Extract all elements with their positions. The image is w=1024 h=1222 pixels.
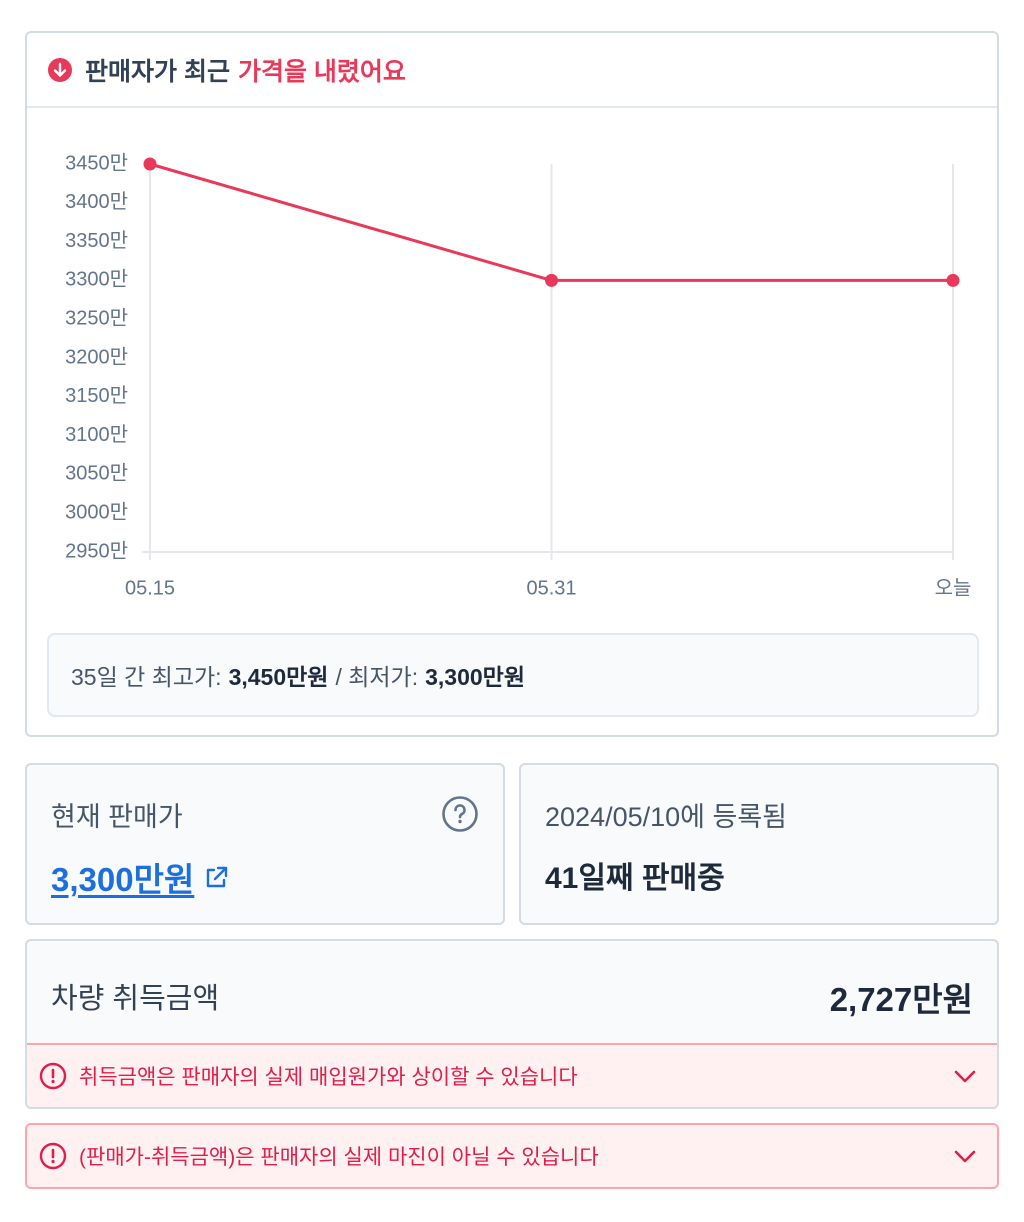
y-tick-label: 3450만	[65, 151, 128, 174]
x-tick-label: 05.15	[125, 577, 175, 599]
y-tick-label: 3200만	[65, 345, 128, 368]
title: 판매자가 최근	[85, 57, 230, 86]
price-history-card: 2950만 3000만 3050만 3100만 3150만 3200만 3250만 3300만…	[25, 31, 999, 737]
alert-icon	[39, 1062, 67, 1090]
down-icon	[48, 57, 72, 82]
price-point	[545, 273, 558, 287]
warning[interactable]: 취득금액은 판매자의 실제 매입원가와 상이할 수 있습니다	[27, 1043, 997, 1107]
days-on-sale: 41일째 판매중	[545, 862, 725, 895]
summary-label: 35일 간 최고가:	[71, 664, 222, 690]
price-row: 3,300만원	[51, 853, 229, 901]
chart: 2950만 3000만 3050만 3100만 3150만 3200만 3250만 3300만…	[65, 151, 972, 599]
y-tick-label: 3100만	[65, 423, 128, 446]
chevron	[954, 1150, 976, 1163]
amount: 2,727만원	[829, 981, 973, 1018]
price-point	[143, 157, 157, 171]
y-tick-label: 3400만	[65, 190, 128, 213]
y-tick-label: 3150만	[65, 384, 128, 407]
y-tick-label: 2950만	[65, 539, 128, 562]
label: 현재 판매가	[51, 802, 183, 832]
y-tick-label: 3350만	[65, 229, 128, 252]
price-point	[946, 273, 960, 287]
registered-date: 2024/05/10에 등록됨	[545, 802, 787, 832]
y-tick-label: 3050만	[65, 462, 128, 485]
acquisition-card: 차량 취득금액 2,727만원 취득금액은 판매자의 실제 매입원가와 상이할 …	[25, 939, 999, 1109]
label: 차량 취득금액	[51, 983, 220, 1015]
y-tick-label: 3000만	[65, 500, 128, 523]
max-price: 3,450만원	[228, 664, 329, 690]
price-link[interactable]: 3,300만원	[51, 861, 195, 898]
title-highlight: 가격을 내렸어요	[237, 57, 406, 86]
min-price: 3,300만원	[425, 664, 525, 690]
help-icon[interactable]	[441, 795, 479, 833]
listing-card: 2024/05/10에 등록됨 41일째 판매중	[519, 763, 999, 925]
external-link-icon[interactable]	[203, 865, 229, 891]
x-tick-label: 05.31	[526, 577, 576, 599]
warning-text: (판매가-취득금액)은 판매자의 실제 마진이 아닐 수 있습니다	[79, 1146, 599, 1169]
chevron	[954, 1070, 976, 1083]
summary-label: / 최저가:	[335, 664, 419, 690]
y-tick-label: 3300만	[65, 268, 128, 291]
y-tick-label: 3250만	[65, 306, 128, 329]
price-summary: 35일 간 최고가: 3,450만원 / 최저가: 3,300만원	[47, 633, 979, 717]
warning[interactable]: (판매가-취득금액)은 판매자의 실제 마진이 아닐 수 있습니다	[25, 1123, 999, 1189]
x-tick-label: 오늘	[935, 576, 972, 599]
alert-icon	[39, 1142, 67, 1170]
card-header: 판매자가 최근 가격을 내렸어요	[27, 33, 997, 108]
warning-text: 취득금액은 판매자의 실제 매입원가와 상이할 수 있습니다	[79, 1066, 578, 1089]
current-price-card: 현재 판매가 3,300만원	[25, 763, 505, 925]
